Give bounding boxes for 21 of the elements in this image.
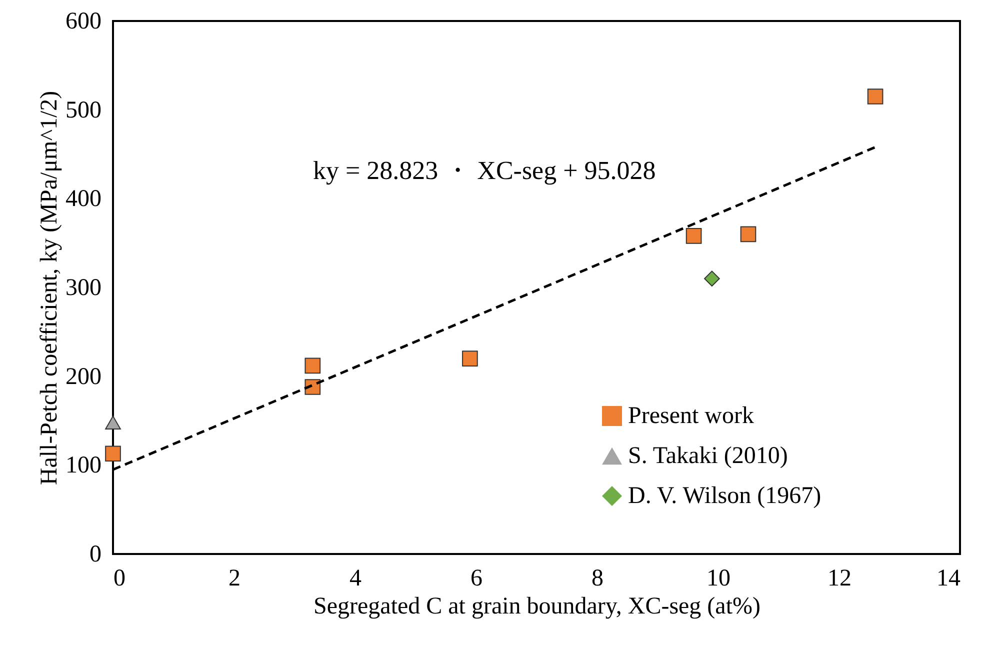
y-tick-label: 0 bbox=[90, 542, 102, 568]
y-axis-title: Hall-Petch coefficient, ky (MPa/μm^1/2) bbox=[36, 90, 62, 486]
x-tick-label: 2 bbox=[228, 566, 240, 592]
y-tick-label: 200 bbox=[66, 364, 102, 390]
y-tick-label: 600 bbox=[66, 8, 102, 34]
legend-label: Present work bbox=[628, 403, 754, 429]
y-tick-label: 100 bbox=[66, 452, 102, 479]
x-tick-label: 12 bbox=[828, 566, 852, 592]
x-tick-label: 14 bbox=[936, 566, 960, 592]
x-tick-label: 0 bbox=[114, 566, 126, 592]
x-tick-label: 8 bbox=[592, 566, 604, 592]
y-tick-label: 300 bbox=[66, 275, 102, 301]
x-tick-label: 4 bbox=[350, 566, 362, 592]
x-tick-label: 6 bbox=[470, 566, 482, 592]
x-axis-title: Segregated C at grain boundary, XC-seg (at%) bbox=[314, 594, 760, 620]
x-tick-label: 10 bbox=[706, 566, 730, 592]
y-tick-label: 400 bbox=[66, 186, 102, 212]
legend-label: D. V. Wilson (1967) bbox=[628, 483, 822, 509]
annotation: ky = 28.823 ・ XC-seg + 95.028 bbox=[313, 156, 656, 185]
legend-label: S. Takaki (2010) bbox=[628, 443, 788, 469]
y-tick-label: 500 bbox=[66, 97, 102, 124]
